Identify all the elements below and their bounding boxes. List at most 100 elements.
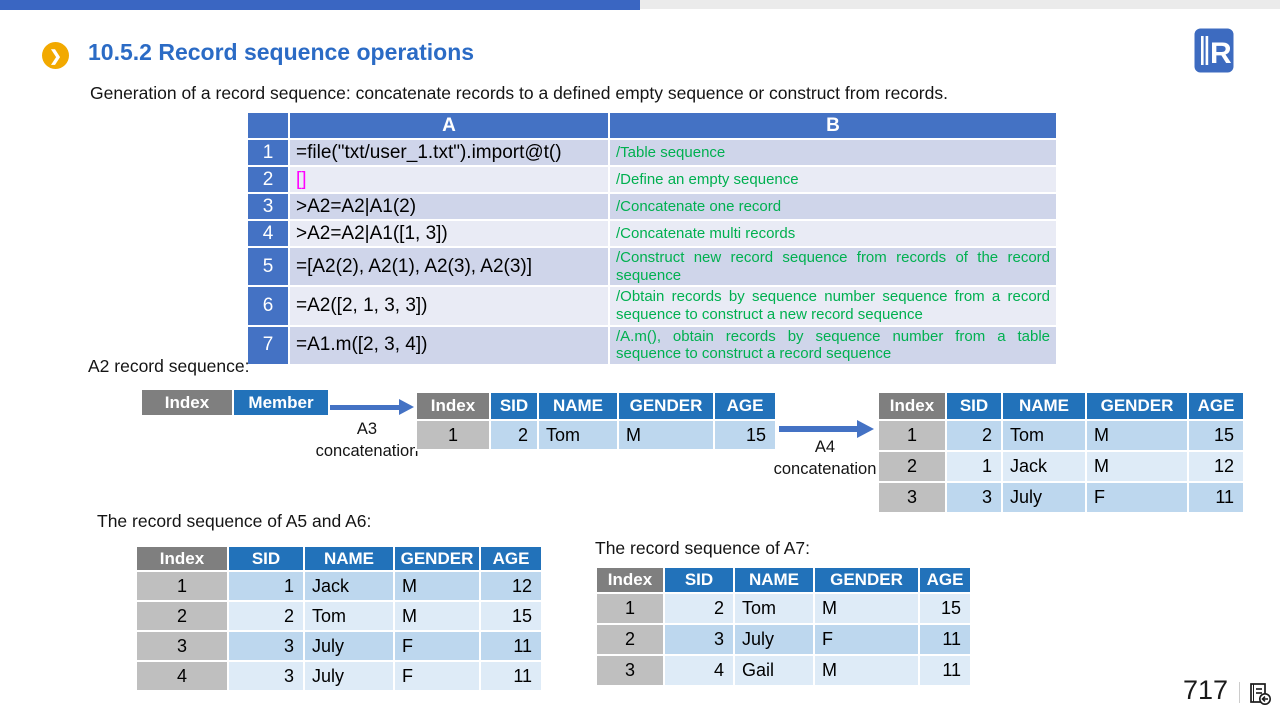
cell: Jack <box>305 572 393 600</box>
table-row: 1 2 Tom M 15 <box>417 421 775 449</box>
member-header-cell: Member <box>234 390 328 415</box>
cell: Jack <box>1003 452 1085 481</box>
column-header: GENDER <box>1087 393 1187 419</box>
index-header-cell: Index <box>142 390 232 415</box>
footer-divider <box>1239 682 1240 703</box>
row-number-cell: 3 <box>248 194 288 219</box>
column-header: SID <box>947 393 1001 419</box>
page-number: 717 <box>1182 675 1228 705</box>
column-header: SID <box>665 568 733 592</box>
cell: M <box>395 602 479 630</box>
cell: 4 <box>137 662 227 690</box>
a3-label: A3 <box>356 420 378 438</box>
code-cell: =A2([2, 1, 3, 3]) <box>290 287 608 325</box>
table-header-row: Index SID NAME GENDER AGE <box>417 393 775 419</box>
column-header-b: B <box>610 113 1056 138</box>
code-cell: =file("txt/user_1.txt").import@t() <box>290 140 608 165</box>
cell: Gail <box>735 656 813 685</box>
concatenation-label: concatenation <box>773 459 877 478</box>
row-number-cell: 5 <box>248 248 288 286</box>
cell: 1 <box>417 421 489 449</box>
code-cell: =[A2(2), A2(1), A2(3), A2(3)] <box>290 248 608 286</box>
cell: 3 <box>229 662 303 690</box>
cell: F <box>815 625 918 654</box>
a7-result-table: Index SID NAME GENDER AGE 1 2 Tom M 15 2 3 July F 11 3 4… <box>595 566 972 687</box>
cell: 11 <box>920 656 970 685</box>
cell: Tom <box>305 602 393 630</box>
cell: July <box>735 625 813 654</box>
page-title: 10.5.2 Record sequence operations <box>88 39 475 65</box>
cell: 15 <box>481 602 541 630</box>
cell: 11 <box>481 662 541 690</box>
chevron-circle-icon: ❯ <box>42 42 69 69</box>
row-number-cell: 7 <box>248 326 288 365</box>
code-grid-header-row: A B <box>248 113 1056 138</box>
table-row: 3 4 Gail M 11 <box>597 656 970 685</box>
cell: M <box>815 656 918 685</box>
table-row: 2 2 Tom M 15 <box>137 602 541 630</box>
cell: 3 <box>229 632 303 660</box>
cell: July <box>305 632 393 660</box>
column-header: NAME <box>539 393 617 419</box>
comment-cell: /Table sequence <box>610 140 1056 165</box>
code-cell: >A2=A2|A1(2) <box>290 194 608 219</box>
cell: 2 <box>665 594 733 623</box>
code-row: 5 =[A2(2), A2(1), A2(3), A2(3)]/Construct… <box>248 248 1056 286</box>
column-header: GENDER <box>815 568 918 592</box>
code-row: 3 >A2=A2|A1(2)/Concatenate one record <box>248 194 1056 219</box>
cell: July <box>305 662 393 690</box>
a3-concatenation-label: A3 concatenation <box>296 419 438 463</box>
a3-result-table: Index SID NAME GENDER AGE 1 2 Tom M 15 <box>415 391 777 451</box>
corner-cell <box>248 113 288 138</box>
return-to-contents-icon <box>1250 683 1271 705</box>
column-header: Index <box>417 393 489 419</box>
cell: 15 <box>920 594 970 623</box>
cell: 2 <box>229 602 303 630</box>
svg-text:R: R <box>1210 37 1232 70</box>
cell: July <box>1003 483 1085 512</box>
code-cell: [] <box>290 167 608 192</box>
table-row: 1 1 Jack M 12 <box>137 572 541 600</box>
code-row: 2[]/Define an empty sequence <box>248 167 1056 192</box>
cell: 2 <box>947 421 1001 450</box>
comment-cell: /Concatenate multi records <box>610 221 1056 246</box>
code-row: 4 >A2=A2|A1([1, 3])/Concatenate multi rec… <box>248 221 1056 246</box>
table-row: 1 2 Tom M 15 <box>879 421 1243 450</box>
comment-cell: /Concatenate one record <box>610 194 1056 219</box>
column-header: NAME <box>735 568 813 592</box>
a5-a6-sequence-label: The record sequence of A5 and A6: <box>97 511 372 531</box>
column-header: GENDER <box>395 547 479 570</box>
table-row: 1 2 Tom M 15 <box>597 594 970 623</box>
a4-concatenation-label: A4 concatenation <box>750 437 900 481</box>
table-row: 2 3 July F 11 <box>597 625 970 654</box>
a4-label: A4 <box>814 438 836 456</box>
column-header: Index <box>137 547 227 570</box>
comment-cell: /Obtain records by sequence number seque… <box>610 287 1056 325</box>
code-grid: A B 1 =file("txt/user_1.txt").import@t() /… <box>246 111 1058 367</box>
cell: M <box>1087 421 1187 450</box>
cell: M <box>395 572 479 600</box>
cell: 2 <box>491 421 537 449</box>
index-member-table: Index Member <box>140 388 330 417</box>
top-accent-bar-blue <box>0 0 640 10</box>
table-row: Index Member <box>142 390 328 415</box>
cell: F <box>395 662 479 690</box>
cell: 15 <box>715 421 775 449</box>
arrow-right-icon <box>330 399 414 415</box>
column-header: SID <box>491 393 537 419</box>
row-number-cell: 6 <box>248 287 288 325</box>
cell: 12 <box>1189 452 1243 481</box>
table-row: 4 3 July F 11 <box>137 662 541 690</box>
comment-cell: /Define an empty sequence <box>610 167 1056 192</box>
comment-cell: /Construct new record sequence from reco… <box>610 248 1056 286</box>
cell: Tom <box>539 421 617 449</box>
row-number-cell: 4 <box>248 221 288 246</box>
cell: 3 <box>137 632 227 660</box>
column-header: SID <box>229 547 303 570</box>
cell: 2 <box>137 602 227 630</box>
cell: 2 <box>597 625 663 654</box>
a4-result-table: Index SID NAME GENDER AGE 1 2 Tom M 15 2 1 Jack M 12 3 3… <box>877 391 1245 514</box>
raqsoft-logo-icon: R <box>1194 28 1234 73</box>
a2-sequence-label: A2 record sequence: <box>88 356 250 376</box>
row-number-cell: 1 <box>248 140 288 165</box>
